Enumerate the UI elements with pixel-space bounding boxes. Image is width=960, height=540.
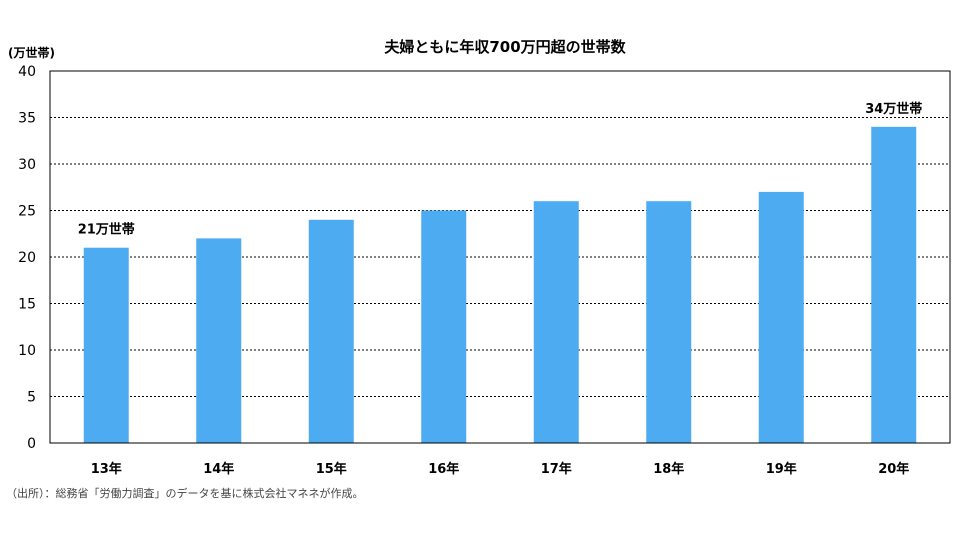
- y-tick-25: 25: [18, 204, 36, 220]
- bars: [83, 126, 917, 444]
- gridlines: [50, 117, 950, 397]
- bar-17年: [533, 201, 579, 443]
- y-tick-10: 10: [18, 343, 36, 359]
- annotations: 21万世帯 34万世帯: [78, 101, 923, 238]
- y-axis-label: (万世帯): [8, 45, 55, 60]
- annotation-13年: 21万世帯: [78, 222, 135, 238]
- source-note: （出所）：総務省「労働力調査」のデータを基に株式会社マネネが作成。: [6, 487, 364, 500]
- bar-18年: [646, 201, 692, 443]
- y-tick-15: 15: [18, 297, 36, 313]
- x-tick-15年: 15年: [316, 461, 347, 477]
- x-tick-18年: 18年: [653, 461, 684, 477]
- bar-14年: [196, 238, 242, 443]
- bar-16年: [421, 210, 467, 443]
- y-tick-30: 30: [18, 157, 36, 173]
- bar-15年: [308, 219, 354, 443]
- x-tick-19年: 19年: [766, 461, 797, 477]
- x-tick-17年: 17年: [541, 461, 572, 477]
- bar-19年: [758, 191, 804, 443]
- bar-20年: [871, 126, 917, 444]
- x-tick-13年: 13年: [91, 461, 122, 477]
- x-tick-16年: 16年: [428, 461, 459, 477]
- y-tick-labels: 0 5 10 15 20 25 30 35 40: [18, 64, 36, 452]
- plot-frame: [49, 70, 951, 444]
- y-tick-40: 40: [18, 64, 36, 80]
- plot-border: [49, 70, 951, 444]
- x-tick-labels: 13年 14年 15年 16年 17年 18年 19年 20年: [91, 461, 910, 477]
- y-tick-20: 20: [18, 250, 36, 266]
- y-tick-35: 35: [18, 111, 36, 127]
- chart-title: 夫婦ともに年収700万円超の世帯数: [384, 38, 626, 56]
- x-tick-20年: 20年: [878, 461, 909, 477]
- y-tick-0: 0: [27, 436, 36, 452]
- y-tick-5: 5: [27, 390, 36, 406]
- bar-13年: [83, 247, 129, 443]
- annotation-20年: 34万世帯: [865, 101, 922, 117]
- x-tick-14年: 14年: [203, 461, 234, 477]
